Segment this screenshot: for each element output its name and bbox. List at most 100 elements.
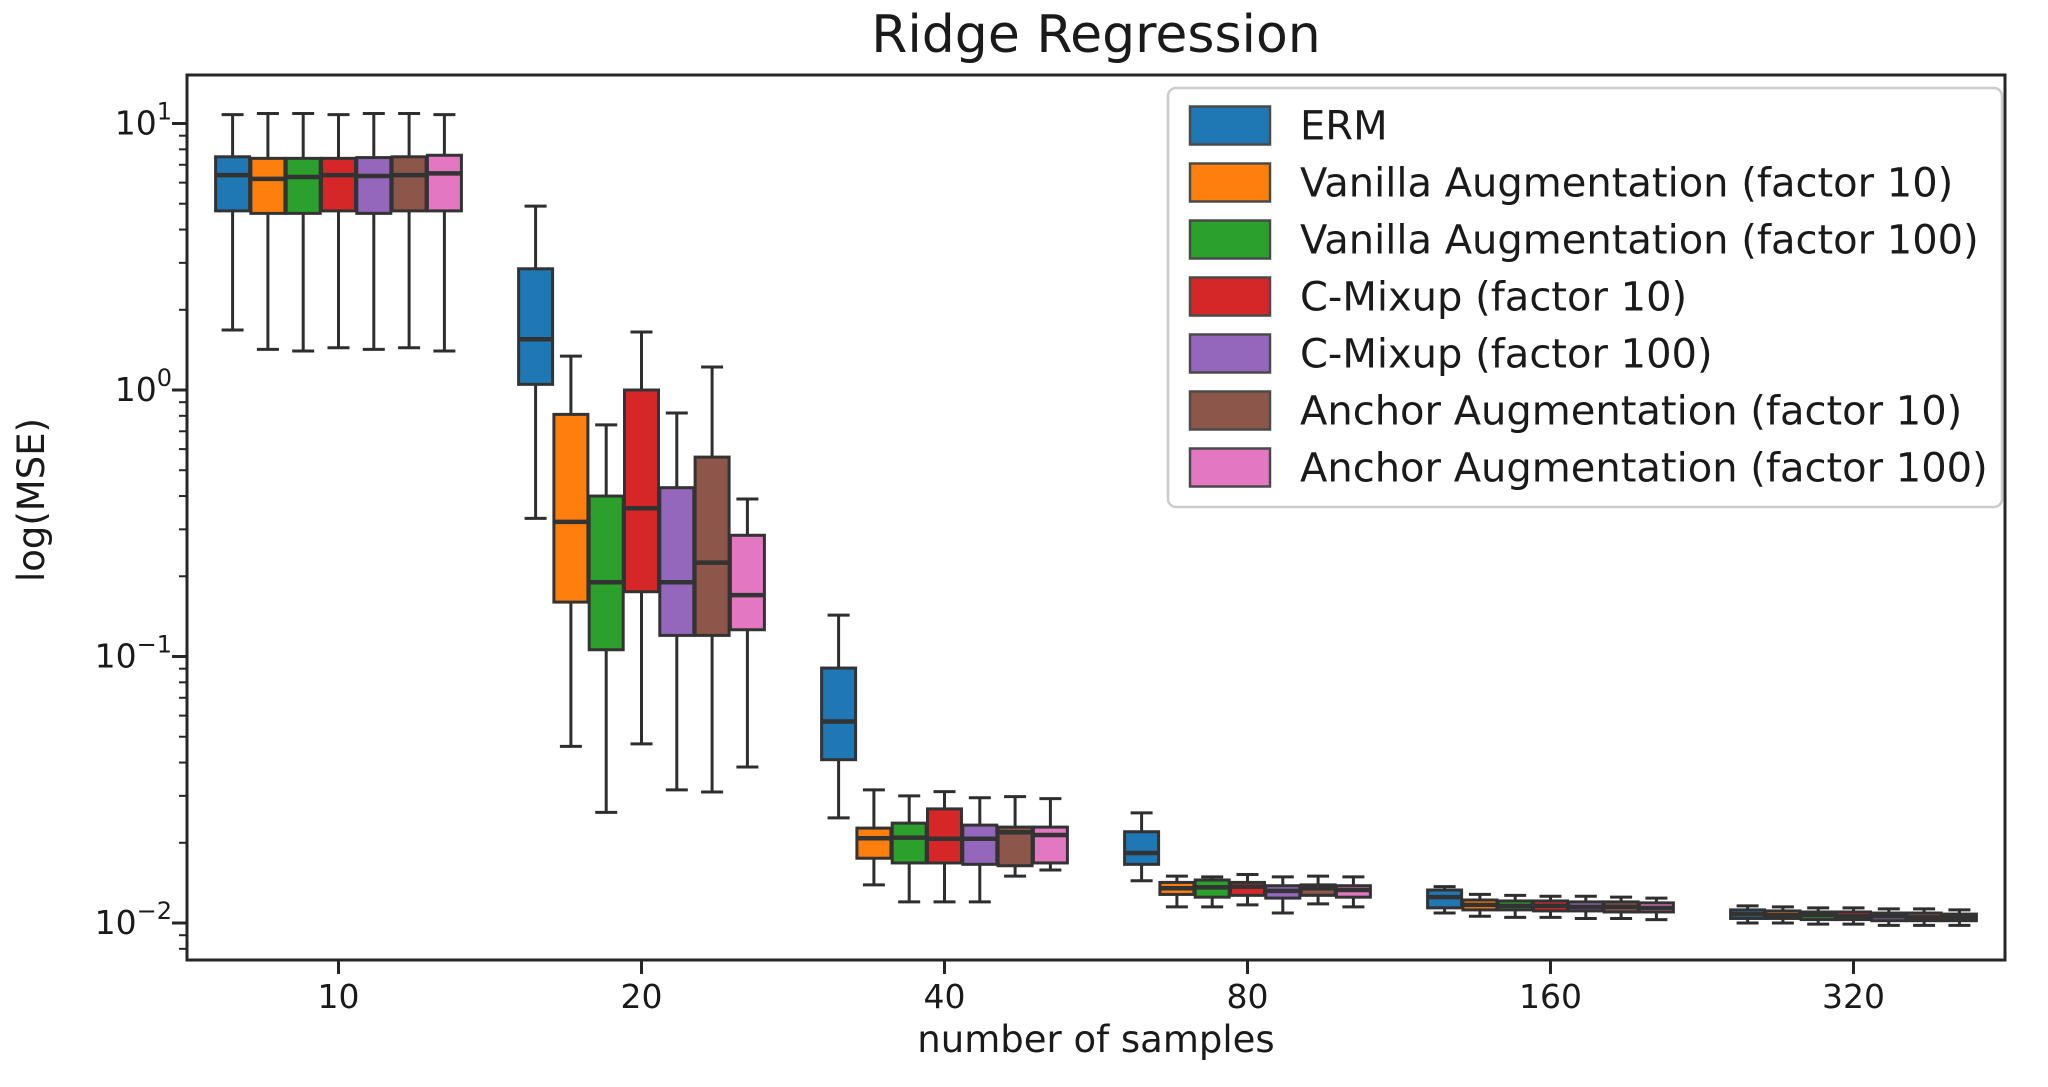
- box-vanilla-augmentation-factor-100-n10: [284, 112, 322, 353]
- iqr-box: [587, 494, 625, 652]
- box-vanilla-augmentation-factor-100-n40: [890, 794, 928, 904]
- iqr-box: [1123, 830, 1161, 866]
- box-c-mixup-factor-100-n40: [961, 796, 999, 904]
- x-tick-label: 160: [1519, 977, 1582, 1016]
- box-anchor-augmentation-factor-10-n20: [693, 365, 731, 794]
- box-erm-n20: [517, 204, 555, 520]
- box-anchor-augmentation-factor-100-n10: [425, 113, 463, 353]
- box-c-mixup-factor-10-n20: [623, 330, 660, 746]
- x-tick-label: 80: [1227, 977, 1269, 1016]
- iqr-box: [214, 155, 252, 213]
- box-anchor-augmentation-factor-100-n40: [1031, 797, 1069, 872]
- legend-frame: [1166, 86, 2004, 509]
- box-anchor-augmentation-factor-100-n80: [1334, 875, 1372, 909]
- legend-label: Vanilla Augmentation (factor 100): [1300, 218, 1979, 264]
- box-c-mixup-factor-100-n160: [1567, 894, 1605, 920]
- box-vanilla-augmentation-factor-10-n40: [855, 788, 893, 887]
- legend-entry-erm: ERM: [1188, 104, 1388, 150]
- x-axis-label: number of samples: [917, 1018, 1274, 1061]
- x-tick-label: 10: [318, 977, 360, 1016]
- box-anchor-augmentation-factor-10-n160: [1602, 895, 1640, 920]
- legend: ERM Vanilla Augmentation (factor 10) Vanil…: [1166, 86, 2004, 509]
- box-vanilla-augmentation-factor-10-n80: [1158, 874, 1196, 909]
- iqr-box: [855, 826, 893, 860]
- iqr-box: [425, 153, 463, 213]
- iqr-box: [961, 823, 999, 866]
- box-c-mixup-factor-10-n10: [320, 113, 357, 350]
- y-tick-label: 10−2: [95, 897, 172, 942]
- plot-border: [185, 73, 2007, 962]
- legend-swatch-erm: [1188, 105, 1272, 146]
- box-vanilla-augmentation-factor-10-n10: [249, 112, 287, 351]
- box-anchor-augmentation-factor-10-n40: [996, 795, 1034, 878]
- legend-entry-c-mixup-factor-100: C-Mixup (factor 100): [1188, 332, 1713, 378]
- legend-label: Anchor Augmentation (factor 100): [1300, 446, 1988, 492]
- box-anchor-augmentation-factor-100-n320: [1940, 908, 1978, 927]
- box-c-mixup-factor-100-n20: [658, 411, 696, 792]
- box-c-mixup-factor-100-n10: [355, 112, 393, 351]
- iqr-box: [890, 821, 928, 865]
- iqr-box: [390, 155, 428, 213]
- legend-entry-anchor-augmentation-factor-10: Anchor Augmentation (factor 10): [1188, 389, 1962, 435]
- box-vanilla-augmentation-factor-100-n160: [1496, 893, 1534, 919]
- box-vanilla-augmentation-factor-10-n20: [552, 354, 590, 748]
- box-c-mixup-factor-100-n80: [1264, 875, 1302, 915]
- box-anchor-augmentation-factor-10-n320: [1905, 907, 1943, 927]
- iqr-box: [1031, 825, 1069, 865]
- y-tick-label: 10−1: [95, 631, 172, 676]
- y-tick-label: 101: [115, 98, 172, 143]
- box-vanilla-augmentation-factor-100-n320: [1799, 906, 1837, 926]
- iqr-box: [284, 156, 322, 215]
- box-erm-n10: [214, 113, 252, 332]
- x-tick-label: 320: [1822, 977, 1885, 1016]
- iqr-box: [552, 412, 590, 604]
- box-vanilla-augmentation-factor-100-n80: [1193, 875, 1231, 909]
- box-anchor-augmentation-factor-100-n20: [728, 497, 766, 769]
- box-c-mixup-factor-10-n160: [1532, 894, 1569, 919]
- box-c-mixup-factor-100-n320: [1870, 907, 1908, 927]
- y-tick-label: 100: [115, 364, 172, 409]
- iqr-box: [693, 455, 731, 637]
- box-c-mixup-factor-10-n80: [1229, 873, 1266, 907]
- x-tick-label: 40: [924, 977, 966, 1016]
- y-axis-label: log(MSE): [10, 418, 53, 582]
- box-vanilla-augmentation-factor-10-n320: [1764, 905, 1802, 925]
- boxes-layer: [214, 112, 1978, 927]
- iqr-box: [623, 388, 660, 594]
- iqr-box: [658, 486, 696, 637]
- legend-swatch-c-mixup-factor-10: [1188, 276, 1272, 317]
- legend-label: Vanilla Augmentation (factor 10): [1300, 161, 1953, 207]
- legend-label: ERM: [1300, 104, 1388, 150]
- box-anchor-augmentation-factor-10-n80: [1299, 874, 1337, 906]
- legend-swatch-anchor-augmentation-factor-100: [1188, 447, 1272, 488]
- legend-label: C-Mixup (factor 100): [1300, 332, 1713, 378]
- iqr-box: [249, 156, 287, 215]
- box-erm-n80: [1123, 811, 1161, 883]
- ticks-layer: 101 100 10−1 10−2 10 20 40 80 160 320: [95, 98, 1885, 1017]
- legend-swatch-anchor-augmentation-factor-10: [1188, 390, 1272, 431]
- box-erm-n160: [1426, 885, 1464, 915]
- legend-label: Anchor Augmentation (factor 10): [1300, 389, 1962, 435]
- iqr-box: [820, 666, 858, 762]
- legend-entry-anchor-augmentation-factor-100: Anchor Augmentation (factor 100): [1188, 446, 1988, 492]
- legend-entry-vanilla-augmentation-factor-10: Vanilla Augmentation (factor 10): [1188, 161, 1953, 207]
- iqr-box: [517, 267, 555, 386]
- box-anchor-augmentation-factor-10-n10: [390, 112, 428, 350]
- box-vanilla-augmentation-factor-10-n160: [1461, 892, 1499, 918]
- iqr-box: [926, 807, 963, 865]
- box-erm-n320: [1729, 904, 1767, 925]
- legend-swatch-vanilla-augmentation-factor-10: [1188, 162, 1272, 203]
- legend-swatch-c-mixup-factor-100: [1188, 333, 1272, 374]
- iqr-box: [320, 156, 357, 213]
- box-vanilla-augmentation-factor-100-n20: [587, 423, 625, 814]
- box-erm-n40: [820, 613, 858, 820]
- box-c-mixup-factor-10-n40: [926, 790, 963, 904]
- box-c-mixup-factor-10-n320: [1835, 906, 1872, 926]
- iqr-box: [728, 533, 766, 632]
- x-tick-label: 20: [621, 977, 663, 1016]
- box-anchor-augmentation-factor-100-n160: [1637, 896, 1675, 922]
- iqr-box: [355, 156, 393, 215]
- legend-entry-c-mixup-factor-10: C-Mixup (factor 10): [1188, 275, 1687, 321]
